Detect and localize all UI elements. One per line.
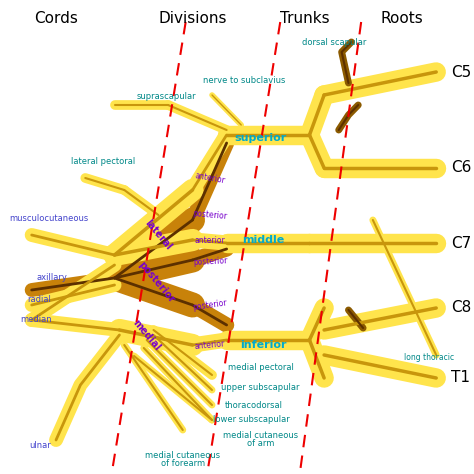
Text: suprascapular: suprascapular xyxy=(137,91,196,100)
Text: nerve to subclavius: nerve to subclavius xyxy=(203,75,285,84)
Text: median: median xyxy=(20,316,52,325)
Text: anterior: anterior xyxy=(194,171,226,185)
Text: lateral pectoral: lateral pectoral xyxy=(71,157,135,166)
Text: posterior: posterior xyxy=(192,256,228,267)
Text: T1: T1 xyxy=(451,371,470,385)
Text: Divisions: Divisions xyxy=(158,10,227,26)
Text: medial cutaneous: medial cutaneous xyxy=(223,430,298,439)
Text: musculocutaneous: musculocutaneous xyxy=(9,213,89,222)
Text: thoracodorsal: thoracodorsal xyxy=(225,401,283,410)
Text: ulnar: ulnar xyxy=(30,440,52,449)
Text: radial: radial xyxy=(27,295,51,304)
Text: of arm: of arm xyxy=(247,438,274,447)
Text: lower subscapular: lower subscapular xyxy=(213,416,289,425)
Text: medial pectoral: medial pectoral xyxy=(228,364,294,373)
Text: long thoracic: long thoracic xyxy=(404,354,455,363)
Text: medial: medial xyxy=(131,318,163,353)
Text: lateral: lateral xyxy=(143,218,174,252)
Text: superior: superior xyxy=(235,133,287,143)
Text: of forearm: of forearm xyxy=(161,458,205,467)
Text: dorsal scapular: dorsal scapular xyxy=(301,37,366,46)
Text: inferior: inferior xyxy=(240,340,287,350)
Text: Roots: Roots xyxy=(381,10,423,26)
Text: posterior: posterior xyxy=(137,259,176,305)
Text: upper subscapular: upper subscapular xyxy=(221,383,300,392)
Text: C8: C8 xyxy=(451,301,471,316)
Text: anterior: anterior xyxy=(195,236,226,245)
Text: anterior: anterior xyxy=(194,339,226,351)
Text: C6: C6 xyxy=(451,161,471,175)
Text: medial cutaneous: medial cutaneous xyxy=(145,450,220,459)
Text: Cords: Cords xyxy=(34,10,78,26)
Text: Trunks: Trunks xyxy=(280,10,329,26)
Text: posterior: posterior xyxy=(192,298,228,312)
Text: axillary: axillary xyxy=(36,273,67,283)
Text: posterior: posterior xyxy=(192,209,228,221)
Text: C7: C7 xyxy=(451,236,471,250)
Text: middle: middle xyxy=(243,235,285,245)
Text: C5: C5 xyxy=(451,64,471,80)
